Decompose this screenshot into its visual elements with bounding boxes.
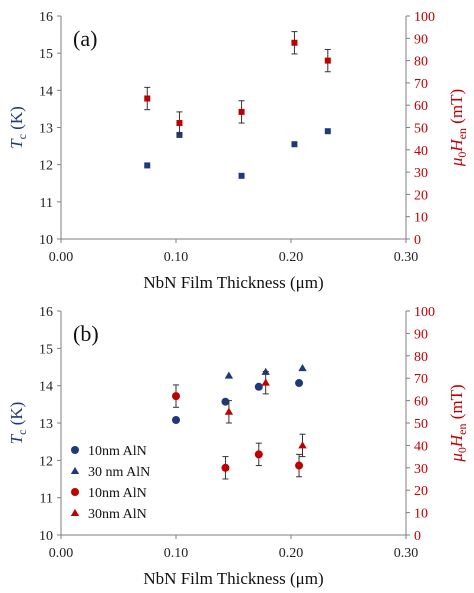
panel-b-right-tick-label: 70	[414, 372, 428, 387]
panel-b-legend-marker	[70, 508, 80, 516]
panel-a-series-0-point	[291, 141, 298, 148]
panel-b-x-tick-label: 0.10	[164, 546, 189, 561]
panel-a-series-1-point	[238, 108, 245, 115]
panel-a-x-tick-label: 0.30	[394, 250, 419, 265]
panel-a-panel-label: (a)	[73, 26, 97, 51]
panel-a-series-0-point	[238, 172, 245, 179]
panel-b-legend-label: 30 nm AlN	[88, 465, 150, 480]
panel-b-right-tick-label: 20	[414, 484, 428, 499]
panel-a-series-1-point	[144, 95, 151, 102]
panel-b-legend-marker	[70, 466, 80, 474]
panel-a-right-tick-label: 70	[414, 77, 428, 92]
panel-b-legend-marker	[71, 446, 79, 454]
panel-a-left-tick-label: 14	[39, 84, 53, 99]
panel-b-series-2-point	[295, 461, 304, 470]
panel-a-left-tick-label: 10	[39, 233, 53, 248]
panel-b-series-2-point	[172, 392, 180, 401]
panel-a-series-0-point	[144, 162, 151, 169]
panel-b-right-tick-label: 10	[414, 507, 428, 522]
panel-a: 10 11 12 13 14 15 16 0 10 20 30 40 50 60 70 80 90 100 0.00…	[7, 10, 469, 292]
panel-b-right-tick-label: 100	[414, 305, 435, 320]
panel-b-right-tick-label: 80	[414, 350, 428, 365]
panel-b-left-axis-label: Tc (K)	[7, 402, 29, 445]
panel-b-series-0-point	[172, 416, 180, 425]
panel-b-panel-label: (b)	[73, 321, 99, 346]
panel-a-right-tick-label: 50	[414, 122, 428, 137]
panel-b-series-3-point	[224, 407, 234, 415]
panel-b-series-0-point	[221, 397, 230, 406]
panel-b-left-tick-label: 10	[39, 529, 53, 544]
panel-a-left-tick-label: 15	[39, 47, 53, 62]
panel-a-left-tick-label: 11	[40, 196, 53, 211]
panel-a-right-tick-label: 80	[414, 55, 428, 70]
panel-a-left-tick-label: 13	[39, 122, 53, 137]
panel-a-right-tick-label: 60	[414, 99, 428, 114]
panel-a-right-tick-label: 40	[414, 144, 428, 159]
panel-a-x-tick-label: 0.20	[279, 250, 304, 265]
panel-b-series-1-point	[224, 371, 234, 379]
panel-b-left-tick-label: 16	[39, 305, 53, 320]
panel-a-series-1-point	[291, 39, 298, 46]
panel-b-series-2-point	[254, 450, 263, 459]
panel-a-x-axis-label: NbN Film Thickness (μm)	[143, 273, 323, 292]
panel-b-left-tick-label: 13	[39, 417, 53, 432]
panel-b-right-tick-label: 40	[414, 439, 428, 454]
panel-b-series-1-point	[298, 363, 307, 372]
panel-a-right-axis-label: μ0Hen (mT)	[447, 89, 469, 167]
panel-b-series-3-point	[298, 441, 307, 449]
panel-a-left-axis-label: Tc (K)	[7, 106, 29, 149]
panel-b-series-0-point	[254, 382, 263, 391]
panel-b-left-tick-label: 11	[40, 492, 53, 507]
panel-a-series-1-point	[176, 120, 183, 127]
panel-b-right-tick-label: 0	[414, 529, 421, 544]
panel-b-legend-marker	[71, 488, 79, 496]
panel-b-series-3-point	[261, 378, 270, 386]
panel-b-right-axis-label: μ0Hen (mT)	[447, 384, 469, 462]
panel-a-series-0-point	[324, 128, 331, 135]
panel-b-left-tick-label: 14	[39, 380, 53, 395]
panel-a-x-tick-label: 0.10	[164, 250, 189, 265]
panel-a-right-tick-label: 90	[414, 32, 428, 47]
panel-a-right-tick-label: 30	[414, 166, 428, 181]
panel-a-left-tick-label: 12	[39, 159, 53, 174]
panel-b-left-tick-label: 12	[39, 454, 53, 469]
panel-a-series-0-point	[176, 131, 183, 138]
panel-a-x-tick-label: 0.00	[49, 250, 74, 265]
panel-a-series-1-point	[324, 57, 331, 64]
panel-b-right-tick-label: 30	[414, 462, 428, 477]
panel-a-right-tick-label: 20	[414, 188, 428, 203]
panel-b-left-tick-label: 15	[39, 342, 53, 357]
panel-b-right-tick-label: 90	[414, 327, 428, 342]
panel-a-right-tick-label: 100	[414, 10, 435, 25]
panel-b-x-tick-label: 0.20	[279, 546, 304, 561]
panel-b-legend-label: 10nm AlN	[88, 444, 147, 459]
panel-a-right-tick-label: 0	[414, 233, 421, 248]
panel-b: 10 11 12 13 14 15 16 0 10 20 30 40 50 60 70 80 90 100 0.00…	[7, 305, 469, 588]
panel-b-right-tick-label: 50	[414, 417, 428, 432]
panel-b-series-2-point	[221, 463, 230, 472]
panel-a-left-tick-label: 16	[39, 10, 53, 25]
panel-b-x-axis-label: NbN Film Thickness (μm)	[143, 569, 323, 588]
panel-b-legend-label: 10nm AlN	[88, 486, 147, 501]
panel-a-right-tick-label: 10	[414, 211, 428, 226]
panel-b-legend-label: 30nm AlN	[88, 507, 147, 522]
panel-b-series-0-point	[295, 379, 304, 388]
panel-b-x-tick-label: 0.30	[394, 546, 419, 561]
panel-b-right-tick-label: 60	[414, 395, 428, 410]
panel-b-x-tick-label: 0.00	[49, 546, 74, 561]
